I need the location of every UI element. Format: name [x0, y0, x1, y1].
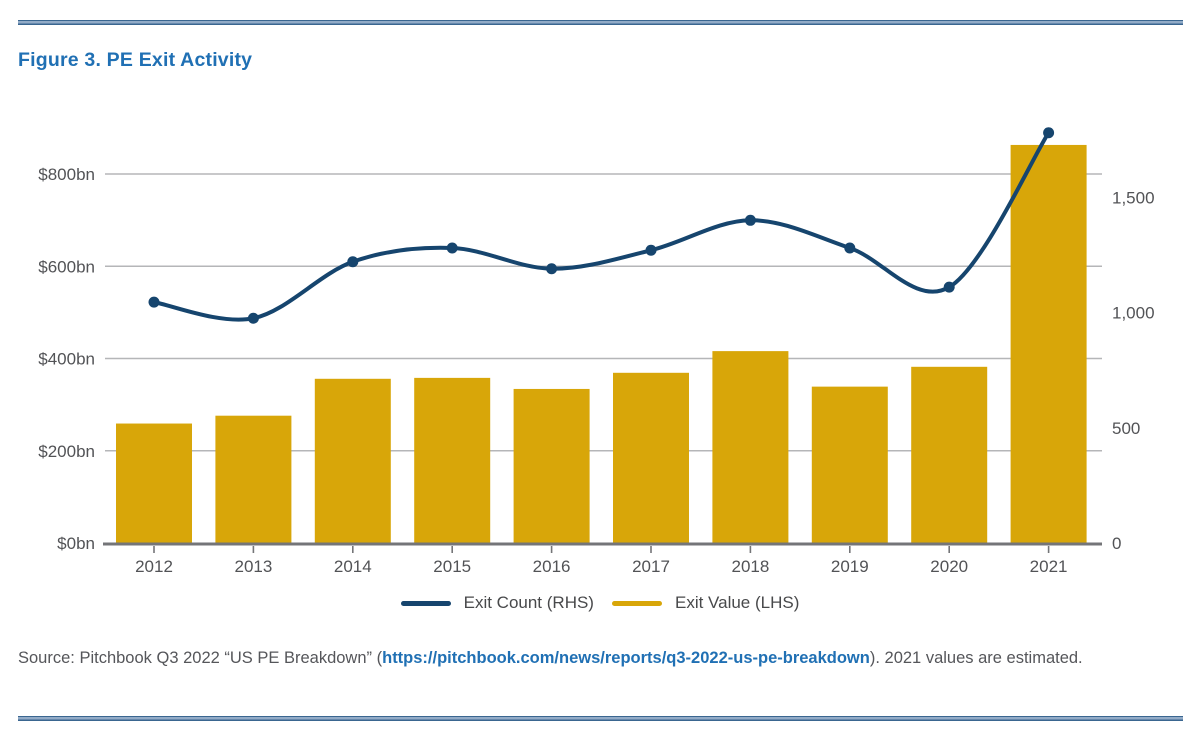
legend-label-exit-value: Exit Value (LHS) [674, 593, 800, 612]
exit-count-marker-2014 [347, 256, 359, 268]
bar-2021 [1010, 144, 1087, 543]
source-text-prefix: Source: Pitchbook Q3 2022 “US PE Breakdo… [18, 649, 383, 667]
top-rule [18, 20, 1183, 25]
bar-2014 [314, 378, 391, 543]
figure-title: Figure 3. PE Exit Activity [18, 49, 253, 71]
exit-count-marker-2021 [1043, 127, 1055, 139]
bar-2019 [811, 386, 888, 543]
exit-count-marker-2012 [148, 296, 160, 308]
source-note: Source: Pitchbook Q3 2022 “US PE Breakdo… [18, 642, 1182, 674]
left-axis-tick-label: $600bn [38, 257, 95, 276]
source-link[interactable]: https://pitchbook.com/news/reports/q3-20… [382, 649, 870, 667]
legend-item-exit-value: Exit Value (LHS) [611, 593, 800, 613]
x-axis-label-2019: 2019 [831, 557, 869, 576]
bar-2020 [911, 366, 988, 543]
x-axis-label-2013: 2013 [234, 557, 272, 576]
pe-exit-activity-chart: $0bn $200bn $400bn $600bn $800bn 0 500 1,000 1,5… [38, 127, 1155, 576]
bar-2017 [613, 372, 689, 543]
x-axis-label-2020: 2020 [930, 557, 968, 576]
right-axis-tick-label: 1,500 [1112, 188, 1155, 207]
exit-count-marker-2015 [446, 242, 458, 254]
legend-label-exit-count: Exit Count (RHS) [463, 593, 594, 612]
x-axis-label-2015: 2015 [433, 557, 471, 576]
exit-value-line-swatch [611, 600, 662, 606]
legend-item-exit-count: Exit Count (RHS) [400, 593, 594, 613]
left-axis-tick-label: $0bn [57, 534, 95, 553]
exit-count-marker-2018 [744, 214, 756, 226]
right-axis-tick-label: 500 [1112, 419, 1140, 438]
bar-2016 [513, 388, 590, 543]
bar-2013 [215, 415, 292, 543]
left-axis-tick-label: $400bn [38, 350, 95, 369]
x-axis-label-2016: 2016 [533, 557, 571, 576]
exit-count-marker-2019 [844, 242, 856, 254]
x-axis-label-2012: 2012 [135, 557, 173, 576]
exit-count-line [152, 130, 1051, 322]
exit-count-marker-2013 [247, 312, 259, 324]
exit-count-marker-2020 [943, 281, 955, 293]
chart-legend: Exit Count (RHS) Exit Value (LHS) [0, 592, 1200, 614]
bottom-rule [18, 716, 1183, 721]
x-axis-label-2018: 2018 [731, 557, 769, 576]
source-text-suffix: ). 2021 values are estimated. [869, 649, 1083, 667]
bar-2015 [414, 377, 491, 543]
bar-2018 [712, 351, 789, 543]
x-axis-label-2014: 2014 [334, 557, 372, 576]
left-axis-tick-label: $200bn [38, 442, 95, 461]
left-axis-tick-label: $800bn [38, 165, 95, 184]
exit-count-marker-2016 [546, 263, 558, 275]
exit-count-line-swatch [400, 600, 451, 606]
bar-2012 [116, 423, 192, 543]
right-axis-tick-label: 1,000 [1112, 304, 1155, 323]
x-axis-label-2021: 2021 [1030, 557, 1068, 576]
exit-count-marker-2017 [645, 244, 657, 256]
x-axis-label-2017: 2017 [632, 557, 670, 576]
right-axis-tick-label: 0 [1112, 534, 1121, 553]
